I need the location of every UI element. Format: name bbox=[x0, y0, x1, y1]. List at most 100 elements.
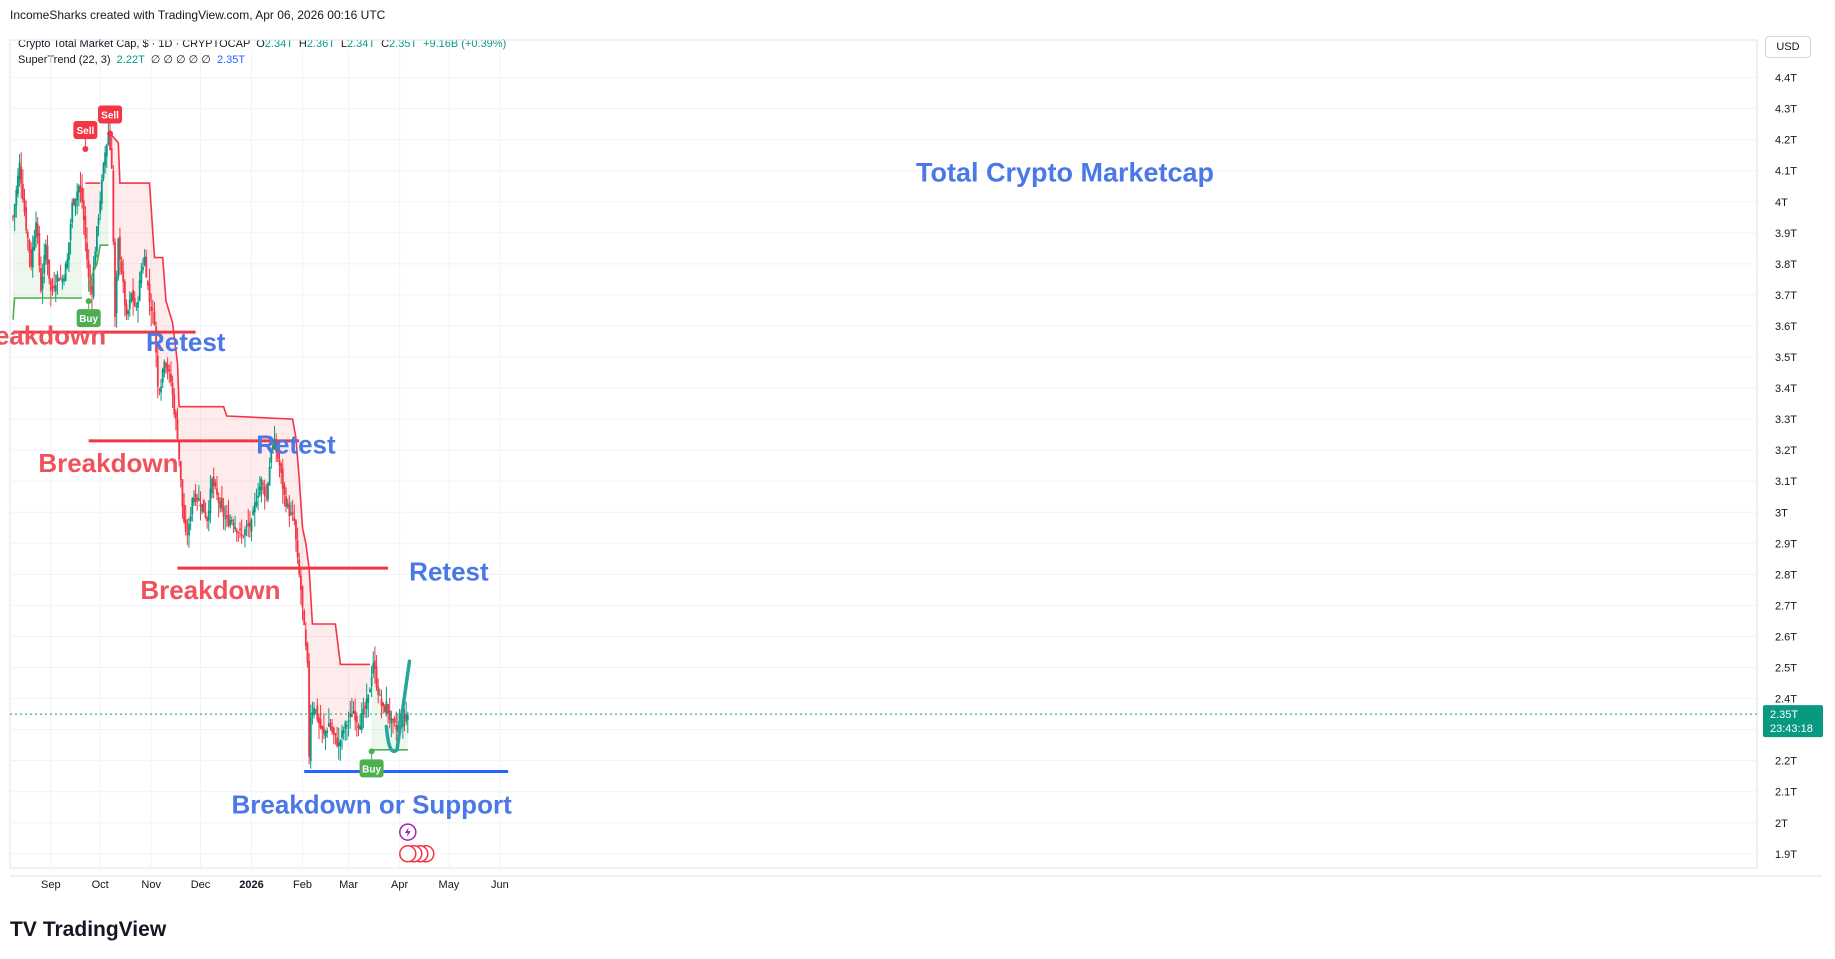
level-lines bbox=[13, 330, 509, 774]
symbol-row[interactable]: Crypto Total Market Cap, $ · 1D · CRYPTO… bbox=[18, 36, 506, 52]
supertrend-down-fill bbox=[110, 133, 370, 755]
candle-body bbox=[69, 224, 72, 241]
candle-body bbox=[309, 716, 312, 761]
candle-body bbox=[91, 285, 93, 294]
candle-body bbox=[291, 512, 294, 515]
price-chart[interactable]: Sell Buy Sell Buy Breakdown Retest Breakdown R… bbox=[0, 0, 1835, 905]
candle-body bbox=[184, 519, 187, 533]
candle-body bbox=[156, 355, 159, 388]
candle-body bbox=[74, 198, 77, 207]
projection-curve-line bbox=[384, 659, 412, 754]
candle-body bbox=[168, 369, 171, 372]
candle-body bbox=[230, 519, 233, 523]
candle-body bbox=[298, 559, 301, 575]
candle-body bbox=[122, 271, 125, 283]
candle-body bbox=[270, 453, 273, 463]
indicator-empty-values: ∅ ∅ ∅ ∅ ∅ bbox=[150, 54, 211, 66]
candle-body bbox=[319, 719, 322, 728]
x-tick-label: Apr bbox=[391, 879, 408, 891]
candle-body bbox=[153, 311, 156, 325]
candle-body bbox=[56, 274, 59, 282]
candle-body bbox=[87, 260, 90, 278]
tradingview-brand[interactable]: TV TradingView bbox=[10, 918, 166, 942]
candle-body bbox=[45, 244, 47, 260]
candle-body bbox=[82, 200, 85, 221]
candle-body bbox=[160, 386, 162, 393]
indicator-name[interactable]: SuperTrend (22, 3) bbox=[18, 54, 111, 66]
annotation-label: Breakdown bbox=[0, 321, 106, 351]
candle-body bbox=[143, 256, 146, 266]
candle-body bbox=[304, 629, 307, 646]
candle-body bbox=[229, 519, 232, 527]
tradingview-wordmark: TradingView bbox=[42, 918, 167, 941]
candle-body bbox=[293, 517, 296, 521]
candle-body bbox=[224, 517, 227, 519]
candle-body bbox=[166, 364, 169, 372]
candle-body bbox=[327, 723, 330, 727]
candle-body bbox=[197, 498, 200, 501]
candle-body bbox=[267, 483, 269, 500]
candle-body bbox=[313, 707, 315, 715]
candle-body bbox=[290, 512, 292, 514]
candle-body bbox=[43, 255, 46, 274]
symbol-name[interactable]: Crypto Total Market Cap, $ · 1D · CRYPTO… bbox=[18, 38, 251, 50]
candle-body bbox=[181, 479, 184, 507]
candle-body bbox=[378, 694, 381, 696]
chart-frame bbox=[9, 39, 1758, 869]
close-label: C bbox=[381, 38, 390, 50]
candle-body bbox=[388, 710, 391, 720]
candle-body bbox=[369, 688, 371, 693]
economic-event-icon bbox=[399, 845, 417, 863]
candle-body bbox=[53, 285, 56, 289]
signal-label: Sell bbox=[101, 110, 119, 121]
candle-body bbox=[95, 226, 98, 252]
candle-body bbox=[352, 711, 355, 714]
candle-body bbox=[239, 528, 241, 531]
candle-body bbox=[314, 709, 317, 711]
price-badge: 2.35T 23:43:18 bbox=[10, 705, 1823, 738]
candle-body bbox=[275, 442, 278, 453]
candle-body bbox=[299, 575, 302, 590]
supertrend-up-line bbox=[12, 297, 83, 320]
candle-body bbox=[170, 373, 172, 383]
candle-body bbox=[323, 727, 325, 734]
currency-button[interactable]: USD bbox=[1765, 36, 1811, 58]
candle-body bbox=[59, 277, 62, 279]
candlesticks bbox=[12, 119, 409, 769]
candle-body bbox=[68, 242, 70, 261]
candle-body bbox=[248, 522, 251, 527]
candle-body bbox=[380, 698, 383, 706]
candle-body bbox=[46, 245, 49, 264]
indicator-value-close: 2.35T bbox=[216, 54, 246, 66]
candle-body bbox=[318, 717, 320, 724]
candle-body bbox=[342, 730, 345, 734]
candle-body bbox=[183, 504, 185, 523]
time-axis: Sep Oct Nov Dec 2026 Feb Mar Apr May Jun bbox=[10, 875, 1822, 891]
annotation-label: Retest bbox=[256, 429, 336, 459]
candle-body bbox=[334, 733, 337, 736]
candle-body bbox=[387, 704, 389, 714]
candle-body bbox=[127, 310, 130, 315]
candle-body bbox=[375, 666, 378, 688]
candle-body bbox=[33, 236, 36, 250]
candle-body bbox=[61, 279, 64, 283]
candle-body bbox=[102, 163, 105, 179]
candle-body bbox=[179, 461, 182, 480]
candle-body bbox=[128, 299, 131, 309]
candle-body bbox=[41, 276, 44, 289]
last-price-value: 2.35T bbox=[1770, 709, 1798, 721]
candle-body bbox=[385, 701, 388, 715]
candle-body bbox=[25, 207, 28, 231]
candle-body bbox=[252, 510, 255, 515]
candle-body bbox=[17, 175, 19, 194]
chart-grid bbox=[9, 39, 1758, 869]
candle-body bbox=[212, 476, 215, 487]
candle-body bbox=[173, 394, 176, 415]
candle-body bbox=[235, 529, 238, 533]
y-tick-label: 3.6T bbox=[1775, 321, 1797, 333]
candle-body bbox=[163, 361, 166, 373]
y-tick-label: 4.2T bbox=[1775, 135, 1797, 147]
candle-body bbox=[206, 517, 209, 522]
candle-body bbox=[171, 382, 174, 395]
indicator-row[interactable]: SuperTrend (22, 3) 2.22T ∅ ∅ ∅ ∅ ∅ 2.35T bbox=[18, 52, 506, 68]
